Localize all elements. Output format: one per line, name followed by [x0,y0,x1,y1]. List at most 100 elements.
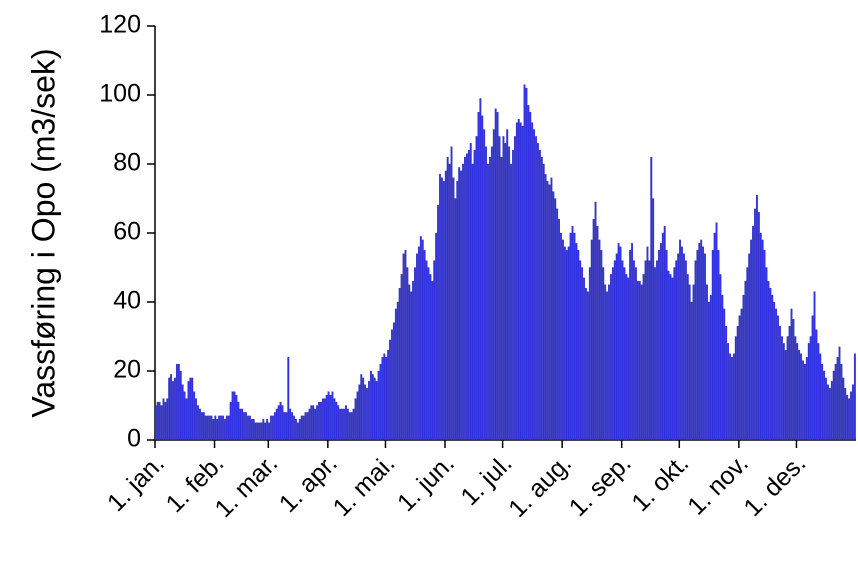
bar [721,294,724,441]
bar [665,250,668,441]
bar [794,336,797,441]
bar [268,422,270,441]
bar [579,260,582,441]
bar [638,281,641,441]
bar [369,370,372,441]
bar [400,274,403,441]
bar [619,246,622,441]
bar [218,415,221,441]
bar [320,401,322,441]
bar [273,412,276,441]
bar [212,419,215,441]
bar [387,350,390,441]
bar [571,225,574,441]
bar [523,84,526,441]
bar [197,405,199,441]
bar [813,291,816,441]
bar [162,398,165,441]
bar [208,415,211,441]
bar [848,398,851,441]
bar [381,357,384,441]
bar [248,415,251,441]
bar [853,353,856,441]
bar [371,374,374,441]
y-tick-label: 100 [99,80,141,108]
bar [773,301,776,441]
bar [412,281,415,441]
bar [191,377,194,441]
bar [298,419,301,441]
bar [832,370,835,441]
bar [807,343,810,441]
y-tick-label: 0 [127,425,141,453]
bar [337,405,340,441]
bar [506,129,509,441]
bar [279,401,282,441]
bar [462,163,464,441]
bar [656,260,658,441]
bar [485,146,488,441]
bar [683,253,685,441]
bar [613,260,616,441]
bar [329,394,332,441]
bar [452,177,455,441]
bar [631,243,633,441]
bar [450,146,453,441]
bar [727,343,730,441]
bar [608,284,610,441]
bar [321,398,324,441]
bar [567,246,570,441]
bar [266,419,269,441]
bar [715,222,718,441]
bar [535,136,537,441]
bar [594,201,597,441]
bar [836,357,839,441]
bar [341,408,343,441]
bar [402,253,405,441]
bar [642,274,645,441]
bar [379,363,382,441]
bar [423,250,426,441]
bar [454,198,457,441]
bar [709,294,712,441]
bar [752,225,754,441]
bar [754,208,756,441]
bar [515,122,518,441]
bar [633,260,635,441]
bar [707,301,710,441]
bar [842,377,845,441]
bar [521,125,524,441]
bar [809,336,812,441]
bar [492,129,495,441]
bar [373,377,376,441]
bar [598,239,601,441]
bar [761,239,764,441]
bar [604,284,607,441]
bar [531,122,534,441]
bar [277,405,280,441]
bar [223,419,226,441]
bar [717,250,720,441]
bar [446,156,449,441]
bar [262,419,265,441]
bar [713,232,716,441]
bar [777,315,779,441]
bar [765,267,768,441]
bar [250,419,253,441]
bar [479,98,482,441]
y-tick-label: 20 [113,356,141,384]
bar [679,239,681,441]
bar [706,284,708,441]
bar [408,284,411,441]
bar [640,284,643,441]
bar [204,415,207,441]
bar [750,239,753,441]
bar [508,146,511,441]
bar [684,260,687,441]
bar [358,384,361,441]
bar [318,401,320,441]
bar [314,408,317,441]
bar [368,381,370,441]
bar [830,381,833,441]
bar [529,112,532,441]
